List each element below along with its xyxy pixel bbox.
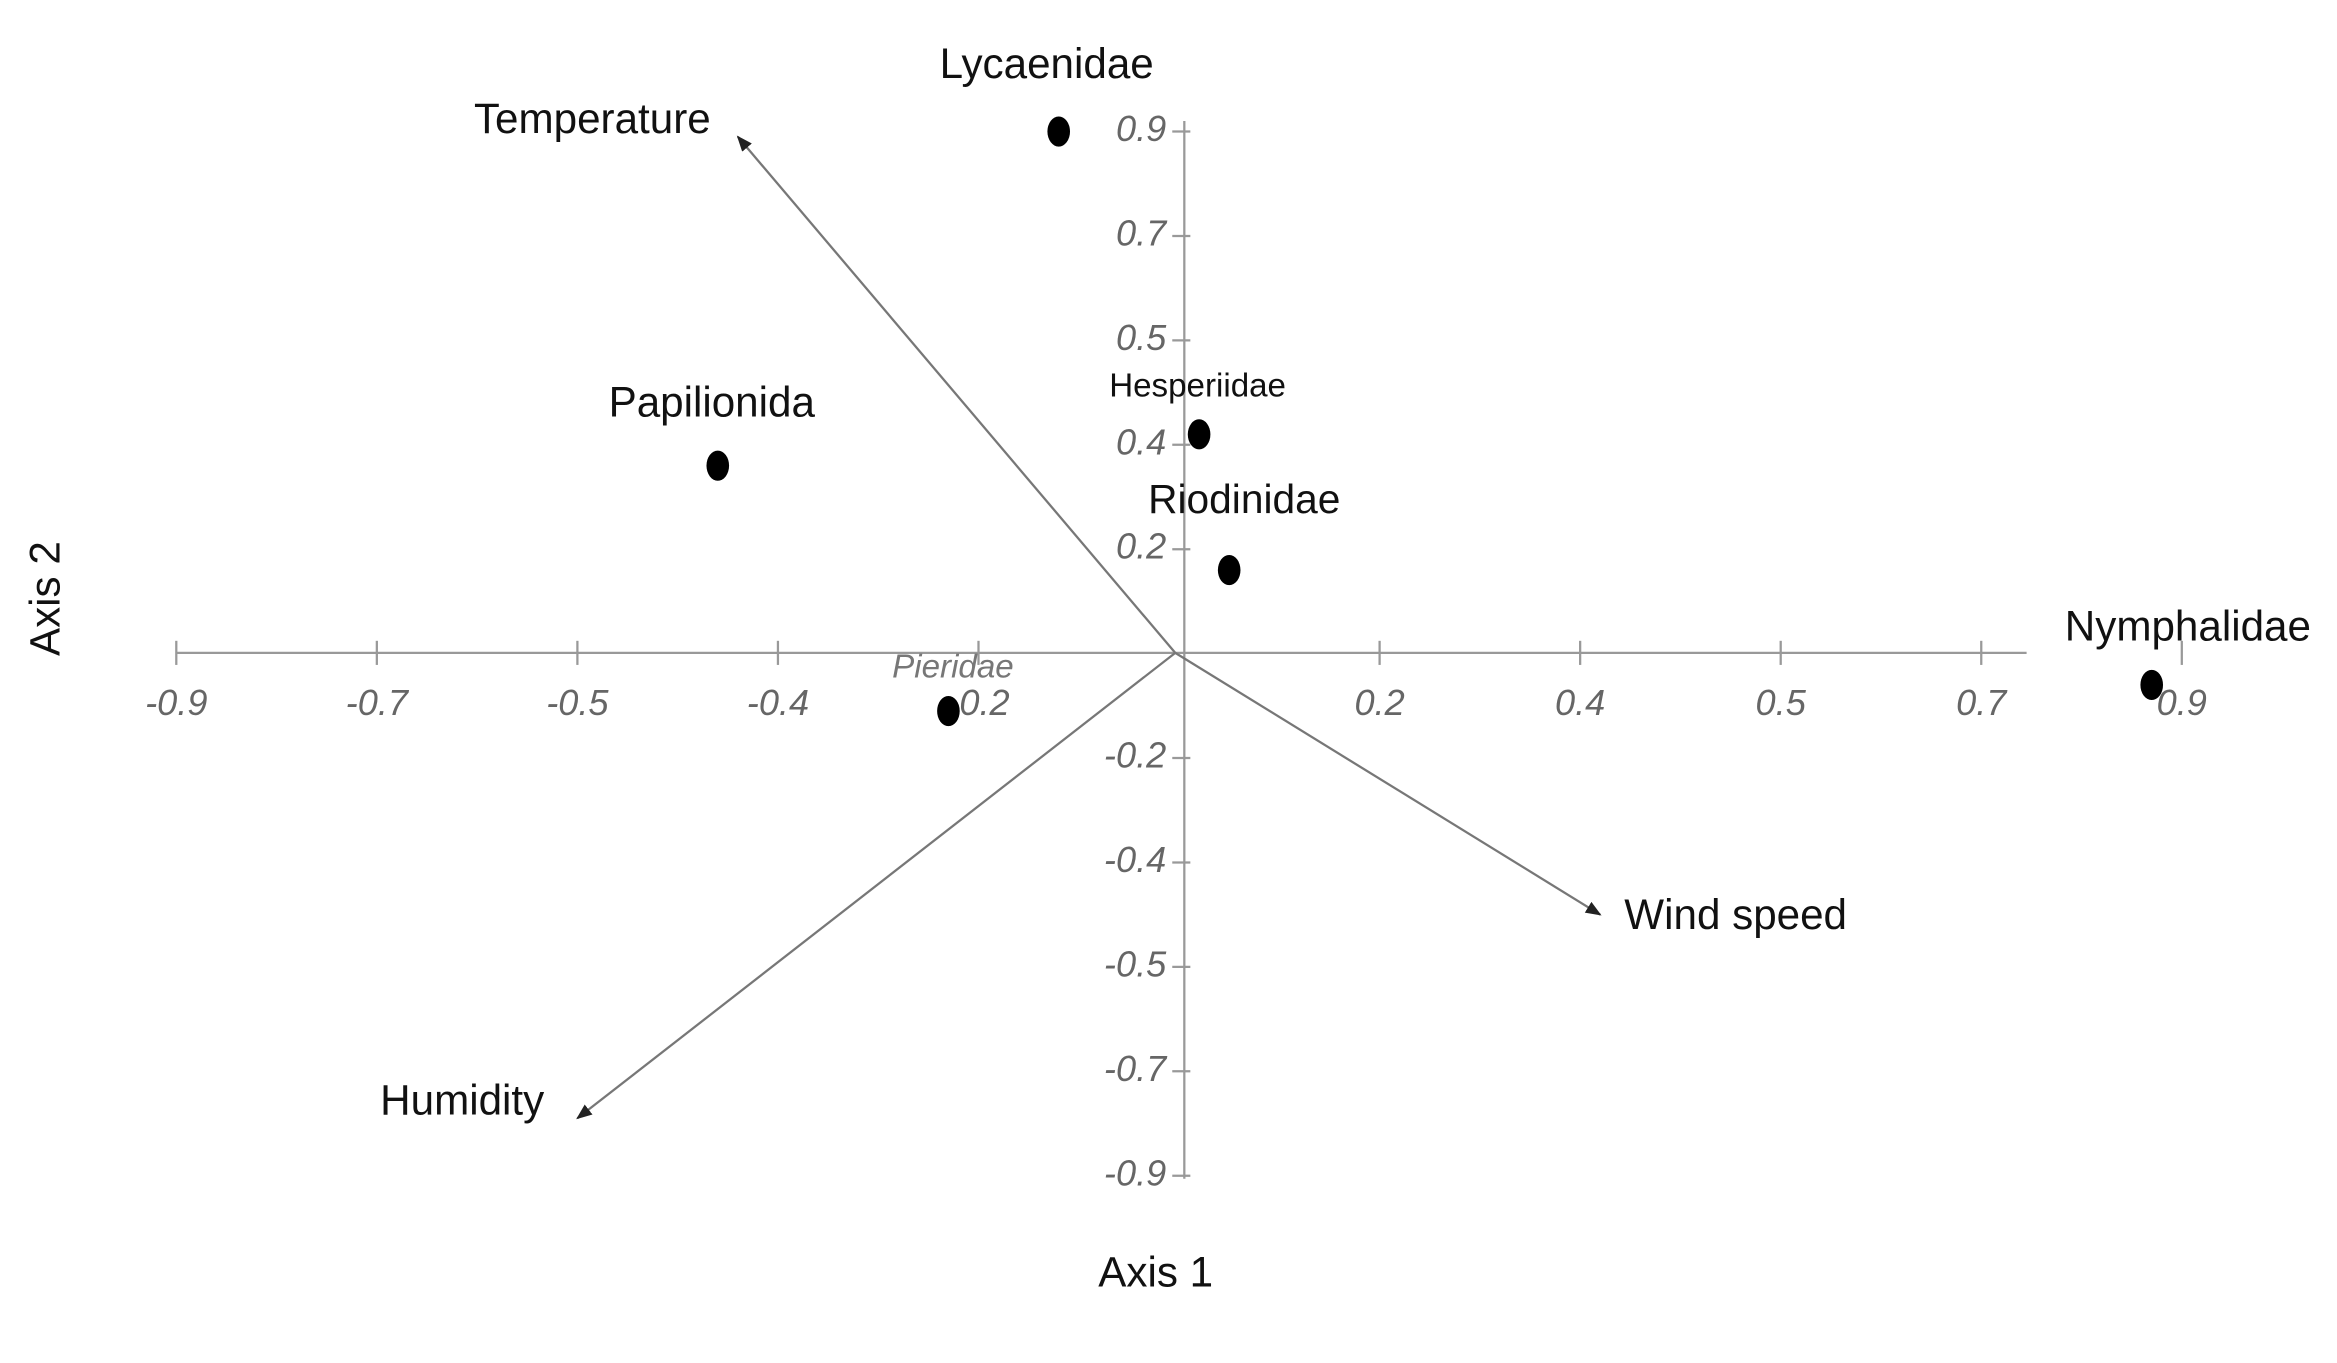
y-tick-label: -0.2 <box>1104 735 1166 776</box>
y-tick-label: -0.7 <box>1104 1048 1168 1089</box>
point-label: Papilionida <box>609 379 816 426</box>
point-label: Nymphalidae <box>2065 602 2311 649</box>
y-tick-label: 0.5 <box>1116 317 1167 358</box>
y-tick-label: 0.4 <box>1116 421 1166 462</box>
vector-arrow <box>736 135 1177 654</box>
x-tick-label: 0.9 <box>2157 682 2207 723</box>
y-tick-label: -0.9 <box>1104 1152 1166 1193</box>
point-label: Riodinidae <box>1148 476 1340 522</box>
point <box>1187 419 1211 450</box>
y-tick-label: -0.4 <box>1104 839 1166 880</box>
vector-label: Temperature <box>474 95 711 142</box>
x-tick-label: -0.5 <box>546 682 609 723</box>
vector-label: Wind speed <box>1624 891 1847 938</box>
x-tick-label: -0.7 <box>346 682 410 723</box>
x-tick-label: 0.2 <box>1354 682 1404 723</box>
y-axis-label: Axis 2 <box>21 541 68 656</box>
vector-label: Humidity <box>380 1076 544 1123</box>
vector-arrow <box>576 651 1176 1120</box>
vector-arrow <box>1174 651 1602 916</box>
point <box>2140 669 2164 701</box>
point <box>706 450 730 481</box>
y-tick-label: 0.7 <box>1116 212 1168 253</box>
y-tick-label: -0.5 <box>1104 943 1167 984</box>
point-label: Hesperiidae <box>1109 367 1286 404</box>
x-tick-label: 0.7 <box>1956 682 2008 723</box>
x-tick-label: -0.9 <box>145 682 207 723</box>
x-axis-label: Axis 1 <box>1098 1248 1213 1295</box>
point <box>937 695 960 727</box>
point <box>1217 555 1241 586</box>
x-tick-label: -0.4 <box>747 682 809 723</box>
y-tick-label: 0.2 <box>1116 526 1166 567</box>
point <box>1047 116 1071 147</box>
point-label: Lycaenidae <box>940 40 1154 87</box>
x-tick-label: 0.4 <box>1555 682 1605 723</box>
y-tick-label: 0.9 <box>1116 108 1166 149</box>
x-tick-label: 0.5 <box>1756 682 1807 723</box>
point-label: Pieridae <box>892 649 1014 686</box>
